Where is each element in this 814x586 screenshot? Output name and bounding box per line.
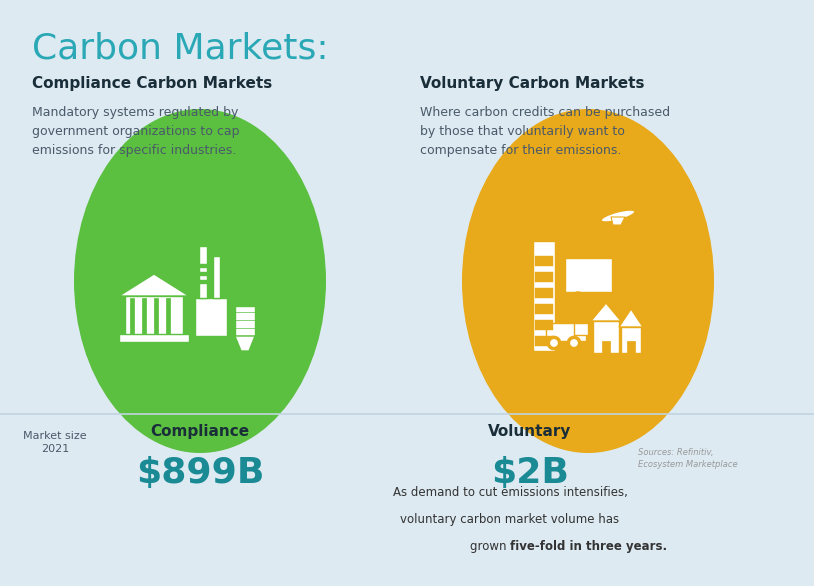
Text: Compliance Carbon Markets: Compliance Carbon Markets — [32, 76, 272, 91]
Bar — [535, 320, 553, 330]
Bar — [235, 306, 255, 336]
Bar — [130, 298, 134, 336]
Bar — [199, 272, 207, 276]
Bar — [593, 321, 619, 353]
Bar — [213, 256, 220, 298]
Text: Compliance: Compliance — [151, 424, 250, 439]
Ellipse shape — [462, 109, 714, 453]
Text: Mandatory systems regulated by
government organizations to cap
emissions for spe: Mandatory systems regulated by governmen… — [32, 106, 239, 157]
Bar — [535, 272, 553, 282]
Text: Carbon Markets:: Carbon Markets: — [32, 31, 329, 65]
Bar — [166, 298, 170, 336]
Text: Voluntary Carbon Markets: Voluntary Carbon Markets — [420, 76, 645, 91]
Bar — [627, 341, 635, 353]
Bar — [119, 334, 189, 342]
Polygon shape — [611, 217, 625, 225]
Bar — [574, 323, 588, 335]
Text: As demand to cut emissions intensifies,: As demand to cut emissions intensifies, — [392, 486, 628, 499]
Polygon shape — [591, 303, 621, 321]
Text: grown: grown — [470, 540, 510, 553]
Bar — [195, 298, 227, 336]
FancyBboxPatch shape — [565, 258, 612, 292]
Bar — [535, 288, 553, 298]
Bar — [546, 323, 586, 341]
Ellipse shape — [601, 210, 635, 222]
Bar — [199, 280, 207, 284]
Polygon shape — [619, 309, 643, 327]
Bar — [199, 246, 207, 298]
Bar — [602, 341, 610, 353]
Circle shape — [567, 336, 581, 350]
Bar — [199, 264, 207, 268]
Text: Voluntary: Voluntary — [488, 424, 571, 439]
Circle shape — [547, 336, 561, 350]
Bar — [154, 298, 158, 336]
Polygon shape — [235, 336, 255, 351]
Bar — [535, 304, 553, 314]
Bar — [535, 256, 553, 266]
Circle shape — [571, 339, 577, 346]
Circle shape — [571, 292, 585, 306]
Bar — [125, 296, 183, 336]
Text: $899B: $899B — [136, 456, 265, 490]
Text: five-fold in three years.: five-fold in three years. — [510, 540, 667, 553]
Bar — [142, 298, 146, 336]
Text: voluntary carbon market volume has: voluntary carbon market volume has — [400, 513, 619, 526]
Ellipse shape — [74, 109, 326, 453]
Circle shape — [550, 339, 558, 346]
Text: Sources: Refinitiv,
Ecosystem Marketplace: Sources: Refinitiv, Ecosystem Marketplac… — [638, 448, 737, 469]
Bar — [621, 327, 641, 353]
Bar — [535, 336, 553, 346]
Text: Market size
2021: Market size 2021 — [23, 431, 87, 454]
Text: Where carbon credits can be purchased
by those that voluntarily want to
compensa: Where carbon credits can be purchased by… — [420, 106, 670, 157]
Text: $2B: $2B — [491, 456, 569, 490]
Polygon shape — [119, 274, 189, 296]
Bar — [533, 241, 555, 351]
